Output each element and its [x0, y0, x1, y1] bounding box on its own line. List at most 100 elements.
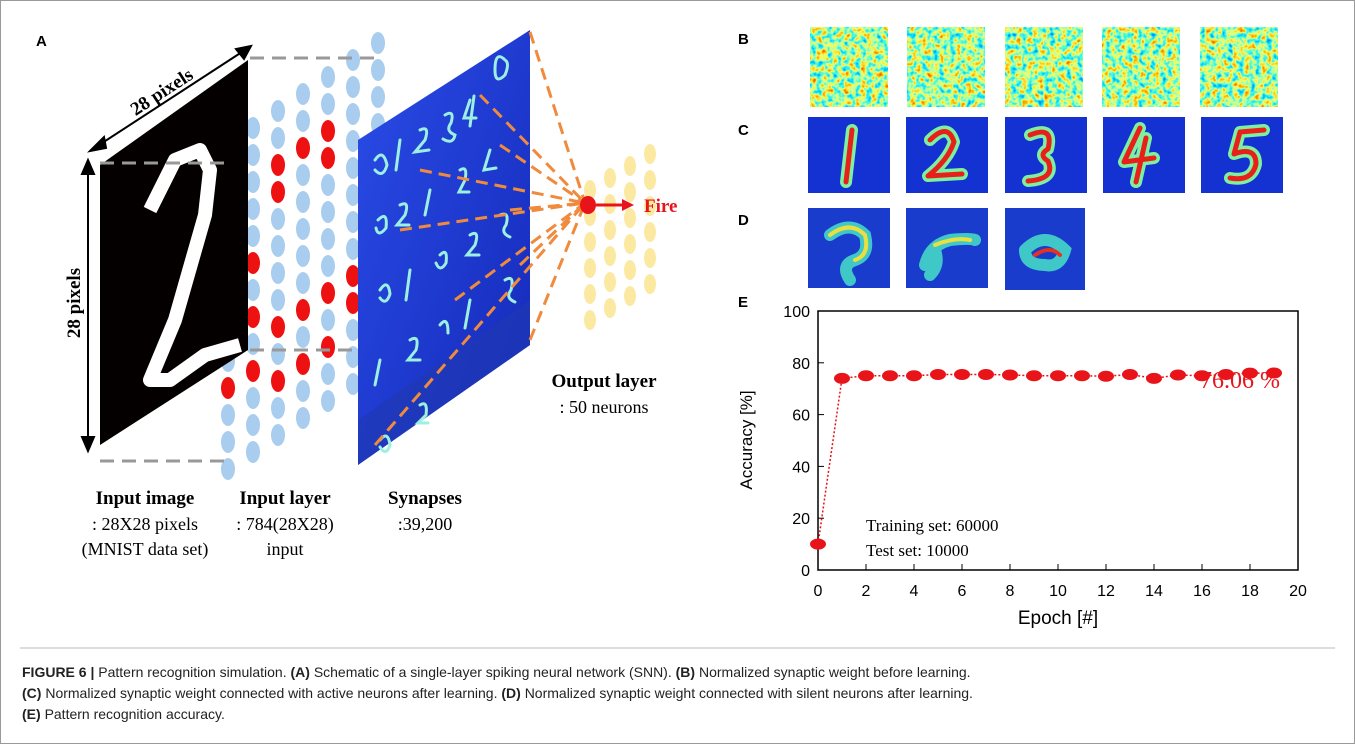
note: Test set: 10000 — [866, 541, 969, 560]
accuracy-point — [858, 370, 874, 382]
caption: FIGURE 6 | Pattern recognition simulatio… — [22, 662, 1342, 725]
neuron-dot — [346, 184, 360, 206]
layer-title: Synapses — [388, 488, 462, 509]
guide-lines — [100, 56, 380, 463]
weight-blobs — [824, 221, 1072, 286]
layer-detail: : 784(28X28) — [236, 514, 334, 535]
accuracy-point — [1242, 367, 1258, 379]
neuron-dot — [321, 282, 335, 304]
caption-text: Normalized synaptic weight before learni… — [698, 664, 971, 680]
neuron-dot — [246, 252, 260, 274]
output-dot — [604, 246, 616, 266]
neuron-dot — [321, 147, 335, 169]
neuron-dot — [296, 380, 310, 402]
accuracy-point — [954, 368, 970, 380]
panel-label: D — [738, 212, 749, 229]
accuracy-point — [930, 368, 946, 380]
neuron-dot — [296, 272, 310, 294]
caption-tag: (B) — [675, 664, 696, 680]
weight-map — [907, 27, 985, 107]
x-tick-label: 20 — [1289, 583, 1307, 600]
caption-label: FIGURE 6 | — [22, 664, 95, 680]
neuron-dot — [221, 431, 235, 453]
neuron-dot — [296, 83, 310, 105]
accuracy-point — [1122, 368, 1138, 380]
neuron-dot — [246, 414, 260, 436]
weight-map — [906, 208, 988, 288]
layer-title: Input layer — [239, 488, 331, 509]
accuracy-point — [906, 370, 922, 382]
panel-label: C — [738, 122, 749, 139]
output-dot — [584, 310, 596, 330]
output-dot — [604, 272, 616, 292]
output-dot — [584, 284, 596, 304]
neuron-dot — [346, 103, 360, 125]
weights-before — [810, 27, 1278, 107]
neuron-dot — [246, 117, 260, 139]
neuron-dot — [296, 164, 310, 186]
neuron-dot — [271, 127, 285, 149]
output-dot — [644, 196, 656, 216]
accuracy-point — [1146, 372, 1162, 384]
neuron-dot — [246, 279, 260, 301]
weight-map — [810, 27, 888, 107]
accuracy-point — [978, 368, 994, 380]
neuron-dot — [221, 458, 235, 480]
firing-neuron — [580, 196, 596, 214]
neuron-dot — [246, 360, 260, 382]
accuracy-point — [1170, 369, 1186, 381]
neuron-dot — [271, 397, 285, 419]
synapse-panel-shade — [358, 300, 530, 465]
caption-title: Pattern recognition simulation. — [98, 664, 287, 680]
neuron-dot — [321, 201, 335, 223]
caption-tag: (C) — [22, 685, 42, 701]
neuron-dot — [246, 198, 260, 220]
weight-map — [1005, 27, 1083, 107]
output-dot — [644, 274, 656, 294]
synapse-lines — [373, 31, 587, 446]
x-tick-label: 16 — [1193, 583, 1211, 600]
neuron-dot — [346, 76, 360, 98]
y-tick-label: 100 — [783, 304, 810, 321]
layer-labels: Input image: 28X28 pixels (MNIST data set… — [82, 488, 462, 560]
neuron-dot — [246, 441, 260, 463]
x-axis-label: Epoch [#] — [1018, 608, 1098, 629]
neuron-dot — [271, 289, 285, 311]
neuron-dot — [321, 228, 335, 250]
neuron-dot — [271, 100, 285, 122]
caption-text: Pattern recognition accuracy. — [44, 706, 225, 722]
accuracy-point — [1074, 370, 1090, 382]
accuracy-chart: Epoch [#] Accuracy [%] 76.06 % Training … — [737, 304, 1307, 629]
accuracy-point — [1218, 368, 1234, 380]
neuron-dot — [271, 343, 285, 365]
weight-map — [1102, 27, 1180, 107]
y-tick-label: 60 — [792, 408, 810, 425]
x-tick-label: 8 — [1006, 583, 1015, 600]
output-dot — [624, 286, 636, 306]
x-tick-label: 14 — [1145, 583, 1163, 600]
neuron-dot — [221, 377, 235, 399]
neuron-dot — [346, 211, 360, 233]
accuracy-point — [1266, 367, 1282, 379]
neuron-dot — [321, 120, 335, 142]
y-tick-label: 0 — [801, 563, 810, 580]
x-tick-label: 4 — [910, 583, 919, 600]
output-dot — [604, 168, 616, 188]
output-dot — [624, 156, 636, 176]
neuron-dot — [296, 110, 310, 132]
neuron-dot — [271, 154, 285, 176]
neuron-dot — [271, 424, 285, 446]
neuron-dot — [246, 306, 260, 328]
layer-detail: input — [266, 539, 303, 559]
neuron-dot — [346, 265, 360, 287]
x-tick-label: 18 — [1241, 583, 1259, 600]
layer-detail: (MNIST data set) — [82, 539, 209, 560]
neuron-dot — [346, 319, 360, 341]
neuron-dot — [321, 336, 335, 358]
neuron-dot — [346, 292, 360, 314]
output-dot — [584, 258, 596, 278]
neuron-dot — [321, 174, 335, 196]
weights-active — [808, 117, 1283, 193]
output-dot — [624, 260, 636, 280]
